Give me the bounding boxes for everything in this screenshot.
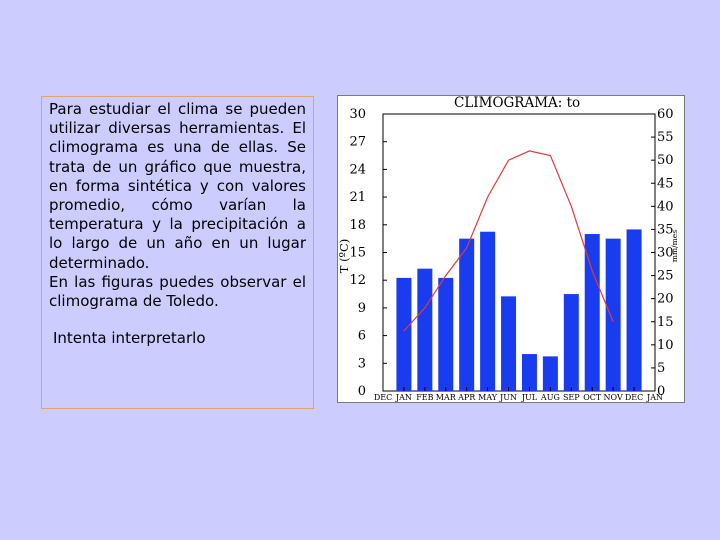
right-tick-label: 55: [657, 130, 674, 145]
left-tick-label: 3: [358, 356, 366, 371]
left-tick-label: 30: [349, 107, 366, 122]
description-text: Para estudiar el clima se pueden utiliza…: [49, 100, 306, 311]
right-tick-label: 0: [657, 384, 665, 399]
precipitation-bar-jun: [501, 296, 517, 391]
precipitation-bar-apr: [459, 238, 475, 391]
month-label-mar: MAR: [436, 393, 457, 402]
month-label-sep: SEP: [563, 393, 580, 402]
month-label-dec: DEC: [374, 393, 392, 402]
precipitation-bar-jan: [396, 277, 412, 391]
left-tick-label: 12: [349, 273, 366, 288]
climograph-chart: 0 3 6 9 12 15 18 21 24 27 30 0 5 10 15 20 25 30 35 40 45 50 55…: [337, 95, 685, 403]
y2-axis-label: mm/mes: [670, 230, 679, 262]
right-tick-label: 20: [657, 292, 674, 307]
precipitation-bar-dec: [626, 229, 642, 391]
month-label-jul: JUL: [521, 393, 538, 402]
left-tick-label: 27: [349, 135, 366, 150]
right-tick-label: 15: [657, 315, 674, 330]
call-to-action: Intenta interpretarlo: [53, 329, 206, 348]
right-tick-label: 45: [657, 176, 674, 191]
right-tick-label: 60: [657, 107, 674, 122]
precipitation-bar-oct: [584, 234, 600, 391]
precipitation-bar-may: [480, 231, 496, 391]
month-label-apr: APR: [457, 393, 476, 402]
right-tick-label: 50: [657, 153, 674, 168]
month-label-dec: DEC: [625, 393, 643, 402]
precipitation-bar-jul: [521, 354, 537, 391]
left-tick-label: 15: [349, 246, 366, 261]
left-tick-label: 9: [358, 301, 366, 316]
right-tick-label: 10: [657, 338, 674, 353]
precipitation-bar-sep: [563, 294, 579, 391]
left-tick-label: 0: [358, 384, 366, 399]
month-label-aug: AUG: [540, 393, 560, 402]
month-label-jan: JAN: [395, 393, 412, 402]
right-tick-label: 30: [657, 246, 674, 261]
right-tick-label: 40: [657, 199, 674, 214]
precipitation-bar-mar: [438, 277, 454, 391]
precipitation-bar-nov: [605, 238, 621, 391]
month-label-jun: JUN: [499, 393, 517, 402]
month-label-jan: JAN: [646, 393, 663, 402]
description-box: Para estudiar el clima se pueden utiliza…: [41, 96, 314, 409]
left-tick-label: 21: [349, 190, 366, 205]
temperature-line: [403, 150, 614, 332]
right-tick-label: 25: [657, 269, 674, 284]
precipitation-bar-aug: [542, 356, 558, 391]
month-label-oct: OCT: [583, 393, 602, 402]
description-paragraph-1: Para estudiar el clima se pueden utiliza…: [49, 100, 306, 272]
right-tick-label: 5: [657, 361, 665, 376]
precipitation-bar-feb: [417, 268, 433, 391]
chart-title: CLIMOGRAMA: to: [454, 96, 580, 111]
y-axis-label: T (ºC): [338, 239, 351, 274]
description-paragraph-2: En las figuras puedes observar el climog…: [49, 272, 306, 311]
month-label-may: MAY: [478, 393, 498, 402]
left-tick-label: 18: [349, 218, 366, 233]
month-label-feb: FEB: [416, 393, 433, 402]
month-label-nov: NOV: [604, 393, 623, 402]
climograph-svg: 0 3 6 9 12 15 18 21 24 27 30 0 5 10 15 20 25 30 35 40 45 50 55…: [338, 96, 679, 402]
right-tick-label: 35: [657, 222, 674, 237]
left-tick-label: 6: [358, 329, 366, 344]
left-tick-label: 24: [349, 162, 366, 177]
